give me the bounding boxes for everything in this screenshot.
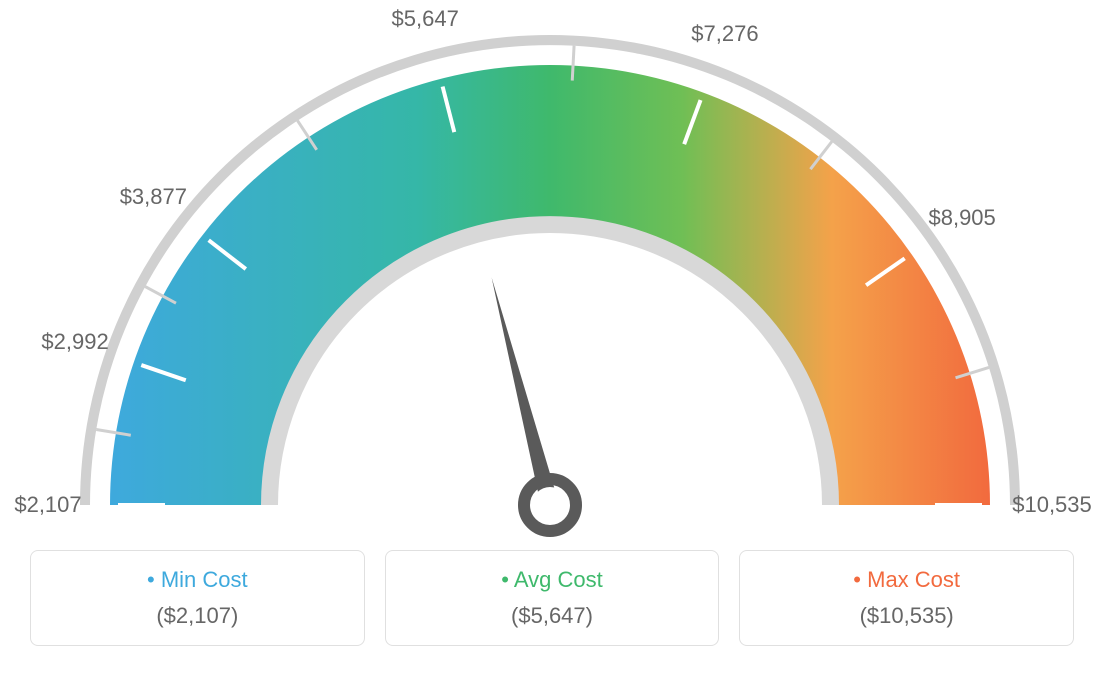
max-cost-value: ($10,535) (740, 603, 1073, 629)
min-cost-card: Min Cost ($2,107) (30, 550, 365, 646)
max-cost-label: Max Cost (740, 567, 1073, 593)
cost-gauge-chart: $2,107$2,992$3,877$5,647$7,276$8,905$10,… (0, 0, 1104, 690)
min-cost-value: ($2,107) (31, 603, 364, 629)
avg-cost-card: Avg Cost ($5,647) (385, 550, 720, 646)
summary-cards: Min Cost ($2,107) Avg Cost ($5,647) Max … (0, 550, 1104, 646)
gauge-area: $2,107$2,992$3,877$5,647$7,276$8,905$10,… (0, 0, 1100, 550)
avg-cost-value: ($5,647) (386, 603, 719, 629)
avg-cost-label: Avg Cost (386, 567, 719, 593)
min-cost-label: Min Cost (31, 567, 364, 593)
max-cost-card: Max Cost ($10,535) (739, 550, 1074, 646)
gauge-svg (0, 0, 1100, 550)
